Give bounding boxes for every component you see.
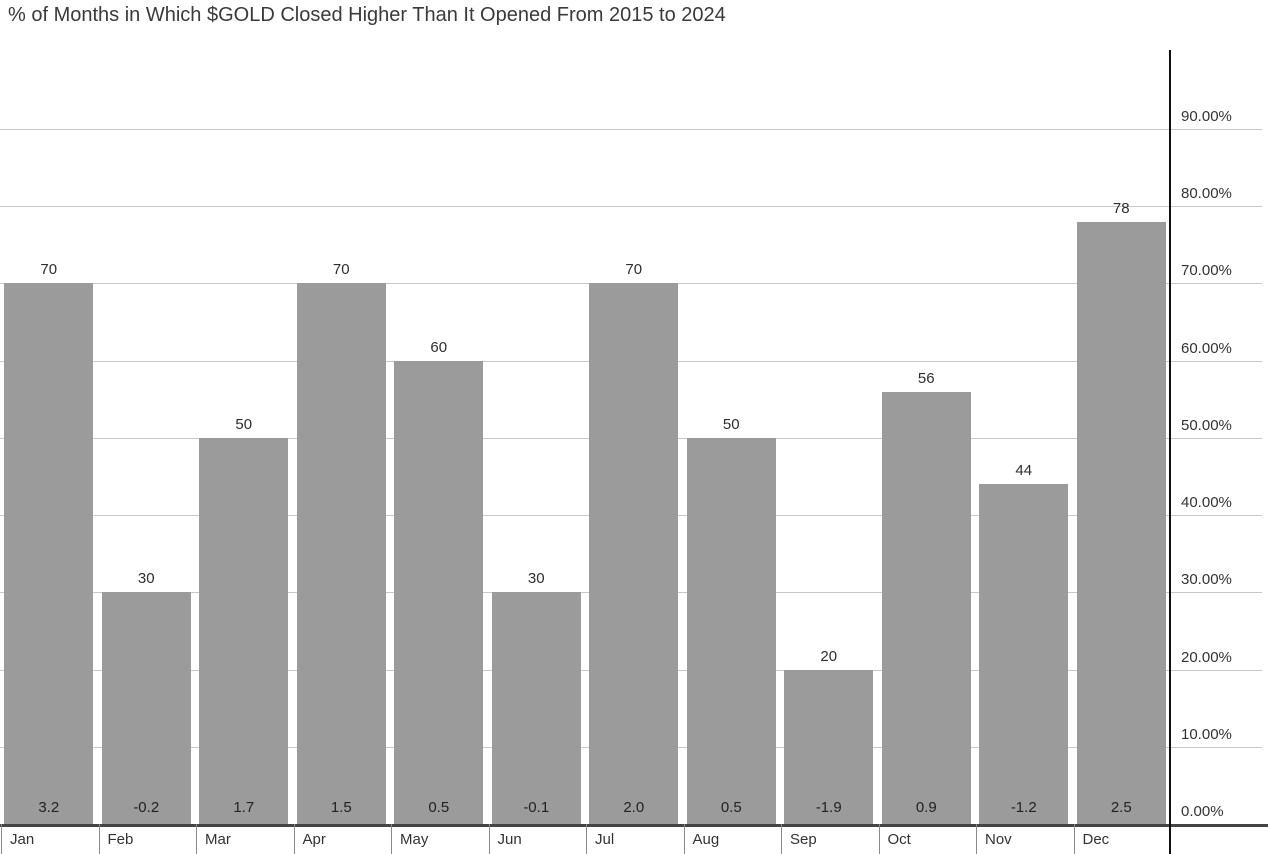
bar-value-label: 70 xyxy=(625,261,643,279)
y-axis-tick-label: 30.00% xyxy=(1181,571,1232,589)
bar-footer-label: 0.5 xyxy=(720,799,742,816)
bar-footer-label: -0.2 xyxy=(133,799,160,816)
bar-mar xyxy=(199,437,289,824)
x-axis-tick xyxy=(586,824,587,854)
bar-footer-label: -1.2 xyxy=(1010,799,1037,816)
bar-value-label: 20 xyxy=(820,647,838,665)
bar-may xyxy=(394,360,484,824)
x-axis-month-label: May xyxy=(400,831,429,848)
x-axis-tick xyxy=(976,824,977,854)
bar-value-label: 30 xyxy=(137,570,155,588)
bar-footer-label: 3.2 xyxy=(38,799,60,816)
y-axis-tick-label: 70.00% xyxy=(1181,262,1232,280)
x-axis-month-label: Apr xyxy=(302,831,326,848)
bar-footer-label: -1.9 xyxy=(815,799,842,816)
bar-apr xyxy=(296,283,386,824)
x-axis-month-label: Mar xyxy=(205,831,231,848)
y-axis-line xyxy=(1169,50,1171,854)
x-axis-tick xyxy=(781,824,782,854)
x-axis-line xyxy=(0,824,1268,827)
x-axis-month-label: Oct xyxy=(887,831,911,848)
x-axis-month-label: Nov xyxy=(985,831,1012,848)
bar-footer-label: 0.9 xyxy=(915,799,937,816)
y-axis-tick-label: 10.00% xyxy=(1181,725,1232,743)
bar-value-label: 30 xyxy=(527,570,545,588)
bar-dec xyxy=(1076,221,1166,824)
x-axis-tick xyxy=(878,824,880,854)
x-axis-tick xyxy=(683,824,685,854)
y-axis-tick-label: 50.00% xyxy=(1181,416,1232,434)
x-axis-tick xyxy=(293,824,295,854)
bar-value-label: 50 xyxy=(235,415,253,433)
bar-aug xyxy=(686,437,776,824)
y-axis-tick-label: 40.00% xyxy=(1181,494,1232,512)
y-axis-tick-label: 80.00% xyxy=(1181,185,1232,203)
bar-footer-label: -0.1 xyxy=(523,799,550,816)
gridline-80 xyxy=(0,206,1262,208)
x-axis-month-label: Dec xyxy=(1082,831,1110,848)
y-axis-tick-label: 0.00% xyxy=(1181,803,1224,820)
bar-jan xyxy=(4,283,94,824)
x-axis-month-label: Jul xyxy=(595,831,615,848)
bar-value-label: 44 xyxy=(1015,462,1033,480)
bar-footer-label: 2.5 xyxy=(1110,799,1132,816)
x-axis-tick xyxy=(1073,824,1075,854)
bar-oct xyxy=(881,391,971,824)
bar-footer-label: 1.5 xyxy=(330,799,352,816)
y-axis-tick-label: 60.00% xyxy=(1181,339,1232,357)
bar-jul xyxy=(589,283,679,824)
x-axis-month-label: Feb xyxy=(107,831,134,848)
y-axis-tick-label: 20.00% xyxy=(1181,648,1232,666)
x-axis-tick xyxy=(391,824,392,854)
bar-jun xyxy=(491,592,581,824)
bar-value-label: 56 xyxy=(917,369,935,387)
bar-feb xyxy=(101,592,191,824)
x-axis-month-label: Jun xyxy=(497,831,522,848)
gridline-90 xyxy=(0,129,1262,131)
bar-nov xyxy=(979,484,1069,824)
x-axis-tick xyxy=(488,824,490,854)
chart-title: % of Months in Which $GOLD Closed Higher… xyxy=(8,4,726,26)
x-axis-month-label: Aug xyxy=(692,831,720,848)
bar-footer-label: 0.5 xyxy=(428,799,450,816)
bar-value-label: 50 xyxy=(722,415,740,433)
x-axis-month-label: Jan xyxy=(10,831,35,848)
y-axis-tick-label: 90.00% xyxy=(1181,108,1232,126)
x-axis-tick xyxy=(1,824,2,854)
x-axis-tick xyxy=(196,824,197,854)
bar-footer-label: 2.0 xyxy=(623,799,645,816)
x-axis-tick xyxy=(98,824,100,854)
bar-value-label: 78 xyxy=(1112,199,1130,217)
x-axis-month-label: Sep xyxy=(790,831,817,848)
bar-value-label: 60 xyxy=(430,338,448,356)
bar-value-label: 70 xyxy=(40,261,58,279)
bar-value-label: 70 xyxy=(332,261,350,279)
bar-footer-label: 1.7 xyxy=(233,799,255,816)
bar-sep xyxy=(784,669,874,824)
